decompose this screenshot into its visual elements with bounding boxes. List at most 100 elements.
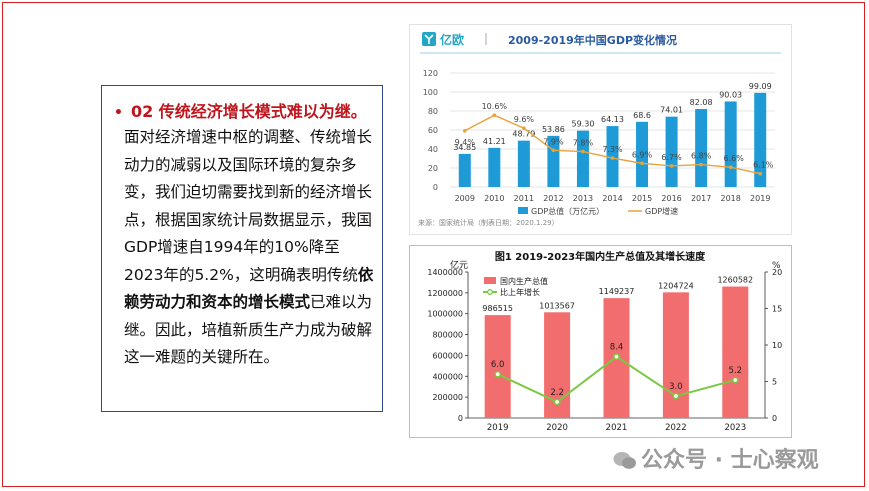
section-heading: • 02 传统经济增长模式难以为继。: [114, 98, 367, 122]
growth-point: [728, 165, 733, 169]
bullet-icon: •: [114, 105, 123, 121]
bar-value-label: 64.13: [601, 115, 624, 124]
bar-value-label: 1204724: [658, 281, 694, 290]
body-paragraph: 面对经济增速中枢的调整、传统增长动力的减弱以及国际环境的复杂多变，我们迫切需要找…: [124, 124, 378, 372]
growth-point: [672, 392, 680, 400]
bar: [722, 286, 749, 418]
bar-value-label: 41.21: [483, 137, 506, 146]
legend-label: GDP总值（万亿元）: [531, 206, 604, 216]
growth-point: [613, 353, 620, 361]
bar: [488, 147, 501, 187]
y-left-label: 亿元: [450, 259, 468, 271]
bar: [576, 130, 589, 187]
legend-swatch-bar: [518, 207, 528, 214]
bar-value-label: 986515: [482, 304, 513, 313]
body-text-1: 面对经济增速中枢的调整、传统增长动力的减弱以及国际环境的复杂多变，我们迫切需要找…: [124, 128, 373, 284]
x-tick-label: 2014: [602, 194, 622, 203]
chart-title: 图1 2019-2023年国内生产总值及其增长速度: [495, 250, 706, 263]
bar-value-label: 1013567: [539, 301, 575, 310]
x-tick-label: 2020: [546, 423, 568, 433]
growth-label: 6.6%: [724, 154, 745, 163]
growth-label: 9.6%: [514, 115, 535, 124]
x-tick-label: 2022: [665, 423, 687, 433]
growth-label: 6.1%: [753, 161, 774, 170]
heading-text: 02 传统经济增长模式难以为继。: [130, 102, 367, 121]
bar-value-label: 99.09: [749, 82, 772, 91]
gdp-chart-2009-2019-svg: 亿欧 2009-2019年中国GDP变化情况 0 20 40 60 80 100 120 34…: [410, 25, 791, 227]
bar-value-label: 82.08: [690, 98, 713, 107]
bar: [517, 140, 530, 187]
y-right-tick-label: 15: [772, 305, 782, 314]
wechat-icon: [613, 450, 637, 470]
bar: [695, 109, 708, 187]
y-left-tick-label: 1200000: [427, 289, 463, 298]
x-tick-label: 2016: [661, 194, 681, 203]
y-tick-label: 100: [423, 88, 438, 97]
growth-point: [553, 398, 561, 406]
y-tick-label: 40: [428, 145, 438, 154]
y-tick-label: 0: [433, 183, 438, 192]
body-text-2: 已难以为继。因此，培植新质生产力成为破解这一难题的关键所在。: [124, 293, 373, 366]
y-left-tick-label: 800000: [432, 331, 463, 340]
bar-value-label: 34.85: [453, 143, 476, 152]
bar-value-label: 1260582: [717, 276, 753, 285]
bar: [665, 116, 678, 187]
yiou-logo-icon: [422, 32, 436, 46]
x-tick-label: 2019: [487, 423, 509, 433]
y-right-tick-label: 10: [772, 341, 782, 350]
growth-point: [462, 129, 467, 133]
bar-value-label: 53.86: [542, 125, 565, 134]
growth-label: 7.8%: [573, 139, 594, 148]
bar: [636, 121, 649, 187]
gdp-chart-2009-2019: 亿欧 2009-2019年中国GDP变化情况 0 20 40 60 80 100 120 34…: [409, 24, 792, 235]
body-text-bold: 依赖劳动力和资本的增长模式: [124, 265, 374, 312]
x-tick-label: 2013: [573, 194, 593, 203]
x-tick-label: 2021: [606, 423, 628, 433]
growth-point: [731, 376, 739, 384]
growth-label: 2.2: [550, 388, 564, 398]
growth-point: [640, 161, 644, 166]
x-tick-label: 2010: [484, 194, 504, 203]
bar: [754, 92, 767, 187]
y-left-tick-label: 400000: [432, 372, 463, 381]
y-left-tick-label: 0: [458, 414, 463, 423]
bar: [458, 153, 471, 187]
growth-label: 7.3%: [602, 145, 623, 154]
y-right-tick-label: 20: [772, 268, 782, 277]
growth-point: [581, 149, 585, 154]
bar-value-label: 68.6: [633, 111, 651, 120]
growth-label: 3.0: [669, 382, 683, 392]
growth-label: 6.0: [491, 360, 505, 370]
y-tick-label: 20: [428, 164, 438, 173]
growth-point: [699, 162, 703, 167]
x-tick-label: 2011: [514, 194, 534, 203]
x-tick-label: 2009: [455, 194, 475, 203]
growth-point: [758, 171, 763, 176]
x-tick-label: 2012: [543, 194, 563, 203]
growth-point: [522, 126, 526, 130]
growth-point: [669, 164, 674, 168]
chart-source: 来源：国家统计局（制表日期：2020.1.29）: [418, 218, 559, 227]
growth-label: 7.9%: [543, 137, 564, 146]
y-right-tick-label: 5: [772, 378, 777, 387]
growth-label: 10.6%: [482, 102, 508, 111]
bar-value-label: 59.30: [572, 120, 595, 129]
y-tick-label: 60: [428, 126, 438, 135]
growth-point: [551, 148, 556, 153]
growth-point: [494, 370, 502, 378]
bar-value-label: 74.01: [660, 106, 683, 115]
y-left-tick-label: 1400000: [427, 268, 463, 277]
growth-label: 5.2: [729, 366, 743, 376]
watermark-text: 公众号 · 士心察观: [641, 448, 819, 473]
x-tick-label: 2015: [632, 194, 652, 203]
growth-label: 6.8%: [691, 152, 712, 161]
legend-label: 国内生产总值: [500, 276, 548, 286]
y-left-tick-label: 1000000: [427, 310, 463, 319]
bar-value-label: 90.03: [719, 90, 742, 99]
growth-point: [610, 156, 615, 160]
y-left-tick-label: 200000: [432, 393, 463, 402]
bar-value-label: 1149237: [599, 287, 635, 296]
x-tick-label: 2023: [724, 423, 746, 433]
growth-label: 6.7%: [661, 153, 682, 162]
text-panel: • 02 传统经济增长模式难以为继。 面对经济增速中枢的调整、传统增长动力的减弱以…: [101, 85, 383, 412]
